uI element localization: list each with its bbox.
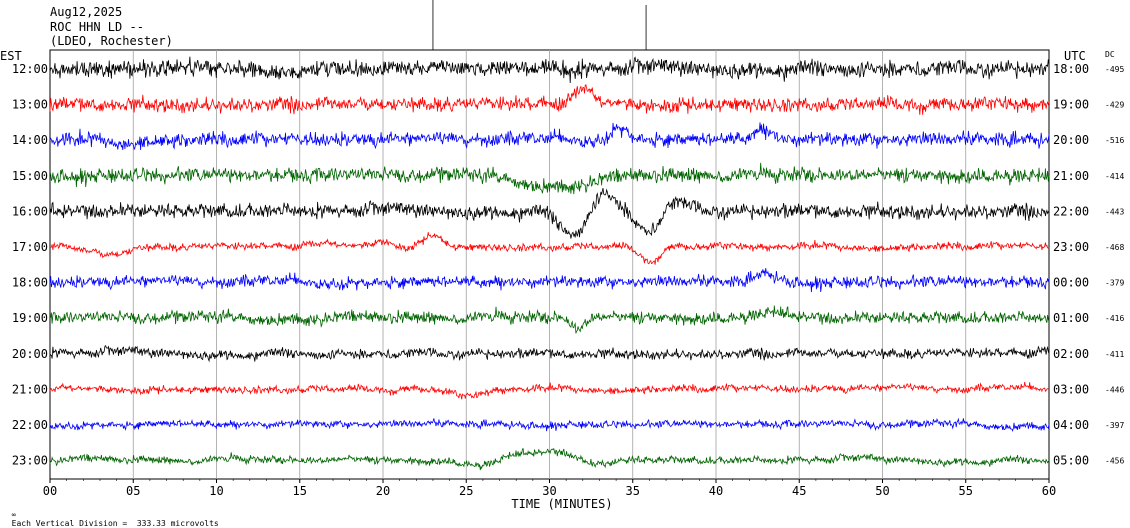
- est-hour-label: 16:00: [12, 204, 48, 218]
- scale-note: ∞ Each Vertical Division = 333.33 microv…: [2, 501, 219, 528]
- utc-hour-label: 19:00: [1053, 98, 1089, 112]
- label-layer: 00 05 10 15 20 25 30 35 40 45 50 55 60 TIME (MINUTES)…: [0, 49, 1124, 511]
- est-hour-label: 15:00: [12, 169, 48, 183]
- utc-hour-label: 05:00: [1053, 454, 1089, 468]
- dc-offset-label: -379: [1105, 279, 1124, 288]
- x-tick-label: 25: [459, 484, 473, 498]
- seismic-trace-row: [49, 122, 1050, 151]
- dc-offset-label: -456: [1105, 457, 1124, 466]
- source-label: (LDEO, Rochester): [50, 34, 173, 48]
- dc-offset-label: -414: [1105, 172, 1124, 181]
- utc-hour-label: 21:00: [1053, 169, 1089, 183]
- date-label: Aug12,2025: [50, 5, 123, 19]
- x-tick-label: 10: [209, 484, 223, 498]
- seismic-trace-row: [49, 268, 1050, 293]
- x-tick-label: 40: [709, 484, 723, 498]
- x-tick-label: 55: [959, 484, 973, 498]
- x-tick-label: 50: [875, 484, 889, 498]
- seismic-trace-row: [49, 188, 1050, 239]
- est-hour-label: 19:00: [12, 311, 48, 325]
- station-label: ROC HHN LD --: [50, 20, 144, 34]
- dc-offset-label: -397: [1105, 421, 1124, 430]
- seismic-trace-row: [49, 56, 1050, 84]
- scale-symbol: ∞: [11, 511, 16, 519]
- x-tick-label: 60: [1042, 484, 1056, 498]
- dc-offset-label: -416: [1105, 314, 1124, 323]
- dc-offset-label: -446: [1105, 385, 1124, 394]
- est-hour-label: 22:00: [12, 418, 48, 432]
- x-tick-label: 20: [376, 484, 390, 498]
- x-tick-label: 15: [293, 484, 307, 498]
- x-tick-label: 05: [126, 484, 140, 498]
- dc-offset-label: -516: [1105, 136, 1124, 145]
- x-tick-label: 00: [43, 484, 57, 498]
- dc-offset-label: -495: [1105, 65, 1124, 74]
- grid-layer: [49, 49, 1050, 483]
- x-tick-label: 30: [542, 484, 556, 498]
- x-tick-label: 35: [626, 484, 640, 498]
- x-axis-label: TIME (MINUTES): [511, 497, 612, 511]
- utc-hour-label: 00:00: [1053, 276, 1089, 290]
- est-axis-title: EST: [0, 49, 22, 63]
- seismic-trace-row: [49, 417, 1050, 432]
- dc-offset-label: -468: [1105, 243, 1124, 252]
- x-tick-label: 45: [792, 484, 806, 498]
- utc-hour-label: 23:00: [1053, 240, 1089, 254]
- utc-hour-label: 20:00: [1053, 133, 1089, 147]
- seismic-trace-row: [49, 162, 1050, 195]
- est-hour-label: 21:00: [12, 382, 48, 396]
- seismic-trace-row: [50, 232, 1050, 265]
- utc-hour-label: 02:00: [1053, 347, 1089, 361]
- utc-axis-title: UTC: [1064, 49, 1086, 63]
- utc-hour-label: 18:00: [1053, 62, 1089, 76]
- seismic-trace-row: [49, 447, 1050, 471]
- utc-hour-label: 22:00: [1053, 204, 1089, 218]
- dc-offset-label: -411: [1105, 350, 1124, 359]
- trace-layer: [49, 0, 1050, 471]
- dc-offset-label: -443: [1105, 207, 1124, 216]
- est-hour-label: 14:00: [12, 133, 48, 147]
- seismic-trace-row: [49, 305, 1050, 334]
- utc-hour-label: 03:00: [1053, 382, 1089, 396]
- utc-hour-label: 01:00: [1053, 311, 1089, 325]
- est-hour-label: 20:00: [12, 347, 48, 361]
- est-hour-label: 13:00: [12, 98, 48, 112]
- seismic-trace-row: [49, 382, 1050, 400]
- seismic-trace-row: [49, 84, 1050, 115]
- est-hour-label: 17:00: [12, 240, 48, 254]
- est-hour-label: 12:00: [12, 62, 48, 76]
- dc-axis-title: DC: [1105, 50, 1115, 59]
- seismic-trace-row: [49, 345, 1050, 363]
- utc-hour-label: 04:00: [1053, 418, 1089, 432]
- scale-note-text: Each Vertical Division = 333.33 microvol…: [11, 519, 219, 528]
- est-hour-label: 23:00: [12, 454, 48, 468]
- dc-offset-label: -429: [1105, 101, 1124, 110]
- est-hour-label: 18:00: [12, 276, 48, 290]
